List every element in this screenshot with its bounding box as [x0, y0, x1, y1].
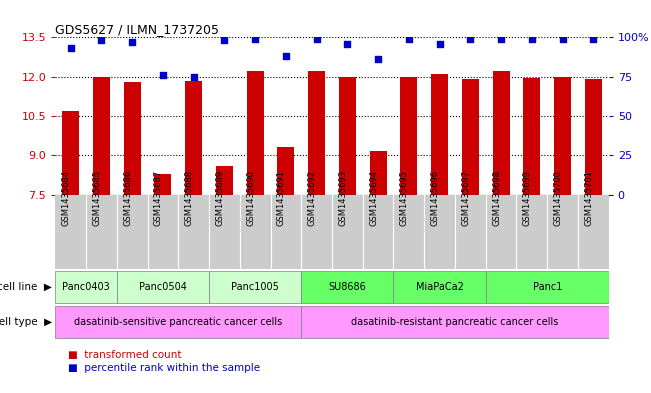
Text: GSM1435686: GSM1435686: [123, 170, 132, 226]
Bar: [301, 307, 609, 338]
Point: [557, 36, 568, 42]
Bar: [186, 81, 202, 195]
Bar: [124, 82, 141, 195]
Text: GSM1435684: GSM1435684: [62, 170, 71, 226]
Bar: [216, 166, 233, 195]
Text: cell type  ▶: cell type ▶: [0, 317, 52, 327]
Point: [281, 53, 291, 59]
Text: GSM1435697: GSM1435697: [462, 170, 470, 226]
Text: SU8686: SU8686: [329, 282, 367, 292]
Text: GSM1435700: GSM1435700: [553, 170, 562, 226]
Text: dasatinib-sensitive pancreatic cancer cells: dasatinib-sensitive pancreatic cancer ce…: [74, 317, 283, 327]
Point: [189, 73, 199, 80]
Text: GSM1435690: GSM1435690: [246, 170, 255, 226]
Text: GSM1435699: GSM1435699: [523, 170, 532, 226]
Text: Panc0403: Panc0403: [62, 282, 110, 292]
Bar: [400, 77, 417, 195]
Text: MiaPaCa2: MiaPaCa2: [416, 282, 464, 292]
Point: [588, 36, 598, 42]
Text: GSM1435691: GSM1435691: [277, 170, 286, 226]
Text: GSM1435687: GSM1435687: [154, 170, 163, 226]
Text: Panc0504: Panc0504: [139, 282, 187, 292]
Bar: [523, 78, 540, 195]
Text: GSM1435694: GSM1435694: [369, 170, 378, 226]
Point: [465, 36, 475, 42]
Point: [496, 36, 506, 42]
Bar: [431, 74, 448, 195]
Text: ■  transformed count: ■ transformed count: [68, 350, 182, 360]
Text: dasatinib-resistant pancreatic cancer cells: dasatinib-resistant pancreatic cancer ce…: [352, 317, 559, 327]
Bar: [370, 151, 387, 195]
Bar: [493, 72, 510, 195]
Bar: [462, 79, 478, 195]
Text: GSM1435688: GSM1435688: [185, 170, 194, 226]
Text: ■  percentile rank within the sample: ■ percentile rank within the sample: [68, 364, 260, 373]
Point: [373, 56, 383, 62]
Point: [127, 39, 137, 45]
Bar: [585, 79, 602, 195]
Point: [342, 40, 353, 47]
Point: [96, 37, 107, 44]
Text: GSM1435696: GSM1435696: [430, 170, 439, 226]
Bar: [93, 77, 110, 195]
Text: Panc1005: Panc1005: [231, 282, 279, 292]
Bar: [117, 271, 209, 303]
Bar: [247, 72, 264, 195]
Point: [404, 36, 414, 42]
Bar: [308, 72, 325, 195]
Bar: [62, 111, 79, 195]
Text: GSM1435689: GSM1435689: [215, 170, 225, 226]
Text: GSM1435698: GSM1435698: [492, 170, 501, 226]
Bar: [154, 174, 171, 195]
Text: Panc1: Panc1: [533, 282, 562, 292]
Bar: [209, 271, 301, 303]
Text: GSM1435701: GSM1435701: [585, 170, 593, 226]
Point: [158, 72, 168, 78]
Point: [434, 40, 445, 47]
Point: [250, 36, 260, 42]
Text: GSM1435693: GSM1435693: [339, 170, 348, 226]
Point: [527, 36, 537, 42]
Text: GSM1435692: GSM1435692: [308, 170, 316, 226]
Bar: [393, 271, 486, 303]
Bar: [55, 271, 117, 303]
Bar: [554, 77, 571, 195]
Bar: [339, 77, 356, 195]
Point: [66, 45, 76, 51]
Bar: [55, 307, 301, 338]
Text: GDS5627 / ILMN_1737205: GDS5627 / ILMN_1737205: [55, 23, 219, 36]
Point: [219, 37, 230, 44]
Bar: [301, 271, 393, 303]
Point: [311, 36, 322, 42]
Bar: [486, 271, 609, 303]
Text: cell line  ▶: cell line ▶: [0, 282, 52, 292]
Text: GSM1435685: GSM1435685: [92, 170, 102, 226]
Bar: [277, 147, 294, 195]
Text: GSM1435695: GSM1435695: [400, 170, 409, 226]
